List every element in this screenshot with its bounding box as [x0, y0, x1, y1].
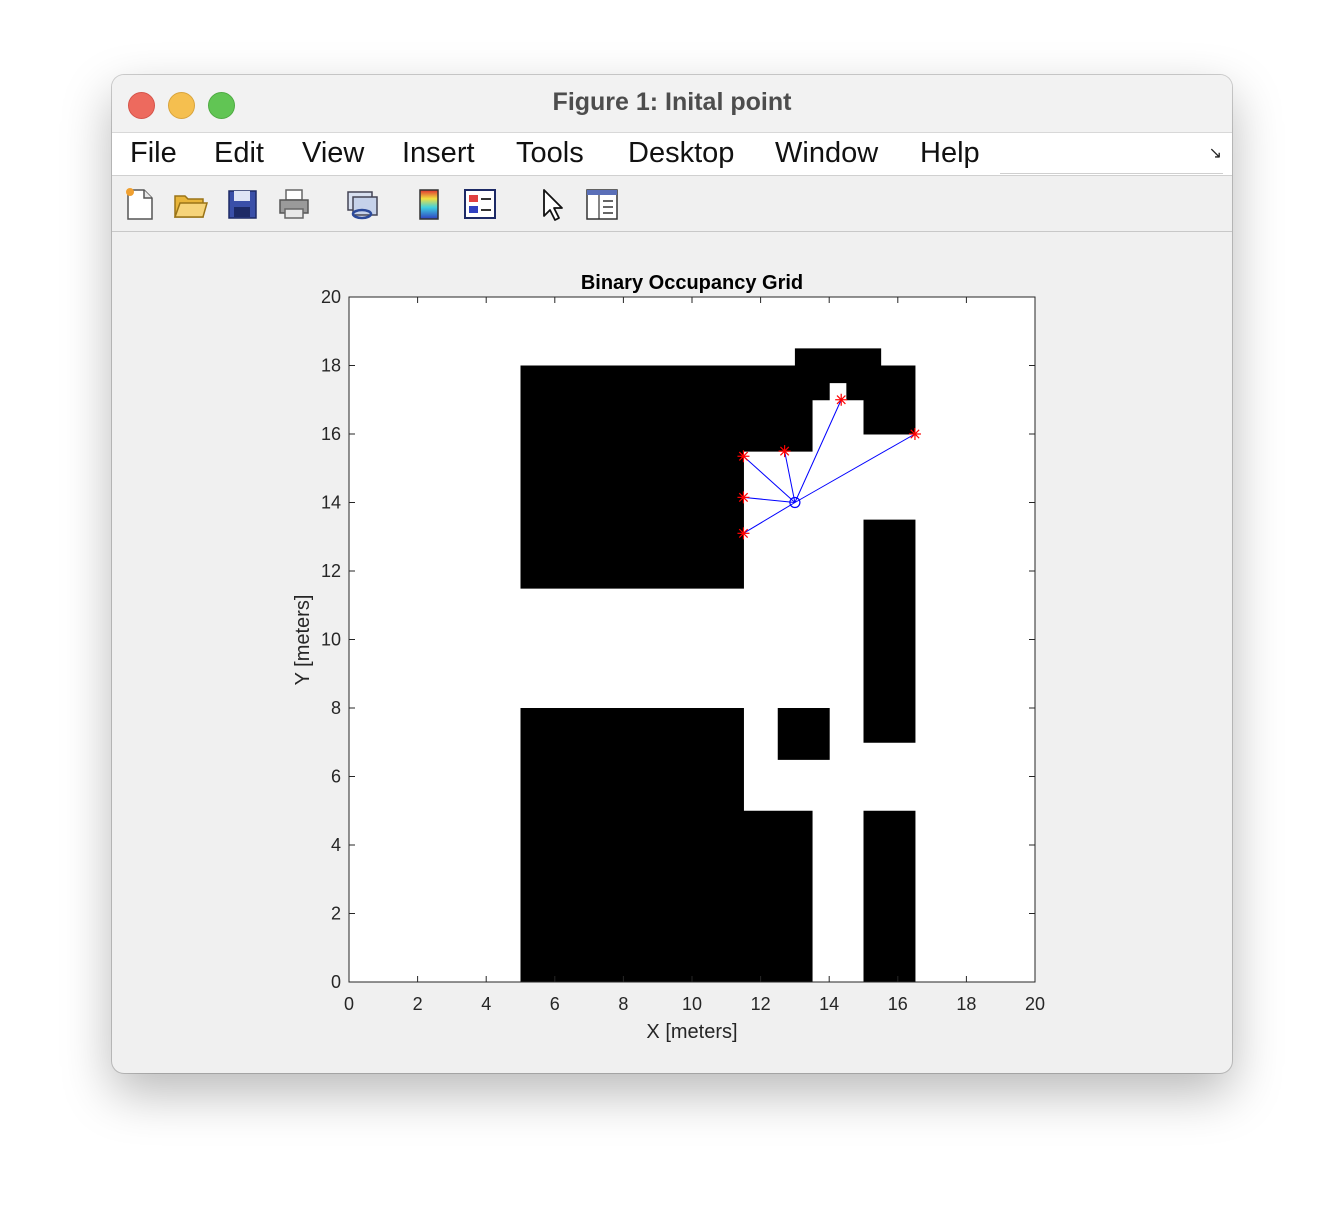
y-axis-label: Y [meters]	[292, 595, 314, 686]
x-tick-label: 0	[344, 994, 354, 1014]
menu-window[interactable]: Window	[775, 137, 879, 169]
insert-legend-icon[interactable]	[462, 186, 498, 222]
y-axis-ticks: 0 2 4 6 8 10 12 14 16 18 20	[321, 287, 1035, 992]
figure-canvas: Binary Occupancy Grid 0 2 4 6 8 10 12 14 16 18 20 …	[292, 272, 1045, 1043]
y-tick-label: 14	[321, 493, 341, 513]
menu-help[interactable]: Help	[920, 137, 980, 169]
title-bar[interactable]: Figure 1: Inital point	[112, 75, 1232, 133]
x-tick-label: 12	[751, 994, 771, 1014]
insert-colorbar-icon[interactable]	[412, 186, 448, 222]
sensor-rays	[743, 399, 916, 534]
menu-insert[interactable]: Insert	[402, 137, 475, 169]
hit-markers	[737, 393, 921, 540]
close-window-button[interactable]	[128, 92, 155, 119]
print-icon[interactable]	[276, 186, 312, 222]
x-axis-label: X [meters]	[646, 1021, 737, 1043]
occupied-cell-block	[743, 810, 813, 983]
y-tick-label: 4	[331, 835, 341, 855]
chart-title: Binary Occupancy Grid	[581, 272, 803, 294]
y-tick-label: 0	[331, 972, 341, 992]
occupied-cell-block	[863, 399, 916, 435]
hit-point	[835, 393, 848, 406]
y-tick-label: 8	[331, 698, 341, 718]
x-tick-label: 4	[481, 994, 491, 1014]
new-figure-icon[interactable]	[122, 186, 158, 222]
menu-divider	[1000, 173, 1223, 174]
occupied-cell-block	[777, 708, 830, 760]
menu-view[interactable]: View	[302, 137, 365, 169]
menu-tools[interactable]: Tools	[516, 137, 584, 169]
sensor-origin	[789, 496, 801, 509]
hit-point	[737, 450, 750, 463]
sensor-ray	[743, 455, 796, 503]
sensor-ray	[794, 399, 842, 503]
y-tick-label: 20	[321, 287, 341, 307]
open-file-icon[interactable]	[172, 186, 208, 222]
x-axis-ticks: 0 2 4 6 8 10 12 14 16 18 20	[344, 297, 1045, 1014]
sensor-ray	[794, 433, 916, 503]
x-tick-label: 16	[888, 994, 908, 1014]
maximize-window-button[interactable]	[208, 92, 235, 119]
hit-point	[737, 491, 750, 504]
dock-arrow-icon[interactable]: ↘	[1208, 145, 1222, 162]
hit-point	[778, 445, 791, 458]
property-inspector-icon[interactable]	[584, 186, 620, 222]
minimize-window-button[interactable]	[168, 92, 195, 119]
y-tick-label: 12	[321, 561, 341, 581]
figure-window: Figure 1: Inital point File Edit View In…	[112, 75, 1232, 1073]
window-title: Figure 1: Inital point	[552, 88, 792, 116]
sensor-ray	[743, 496, 795, 503]
hit-point	[908, 428, 921, 440]
occupied-cell-block	[846, 365, 916, 401]
toolbar	[112, 175, 1232, 232]
y-tick-label: 16	[321, 424, 341, 444]
edit-plot-arrow-icon[interactable]	[536, 186, 572, 222]
occupied-cell-block	[863, 810, 916, 983]
x-tick-label: 2	[413, 994, 423, 1014]
occupied-cells	[520, 348, 916, 983]
hit-point	[737, 527, 750, 540]
y-tick-label: 6	[331, 767, 341, 787]
sensor-ray	[784, 451, 796, 503]
link-plot-icon[interactable]	[344, 186, 380, 222]
menu-bar: File Edit View Insert Tools Desktop Wind…	[112, 133, 1232, 175]
occupied-cell-block	[863, 519, 916, 743]
y-tick-label: 10	[321, 630, 341, 650]
sensor-ray	[743, 502, 796, 534]
y-tick-label: 2	[331, 904, 341, 924]
sensor-origin-marker	[789, 496, 801, 509]
menu-desktop[interactable]: Desktop	[628, 137, 735, 169]
x-tick-label: 10	[682, 994, 702, 1014]
x-tick-label: 8	[618, 994, 628, 1014]
menu-edit[interactable]: Edit	[214, 137, 264, 169]
menu-file[interactable]: File	[130, 137, 177, 169]
occupied-cell-block	[520, 708, 744, 983]
x-tick-label: 14	[819, 994, 839, 1014]
occupied-cell-block	[520, 365, 744, 589]
y-tick-label: 18	[321, 356, 341, 376]
x-tick-label: 6	[550, 994, 560, 1014]
x-tick-label: 20	[1025, 994, 1045, 1014]
x-tick-label: 18	[956, 994, 976, 1014]
save-icon[interactable]	[224, 186, 260, 222]
